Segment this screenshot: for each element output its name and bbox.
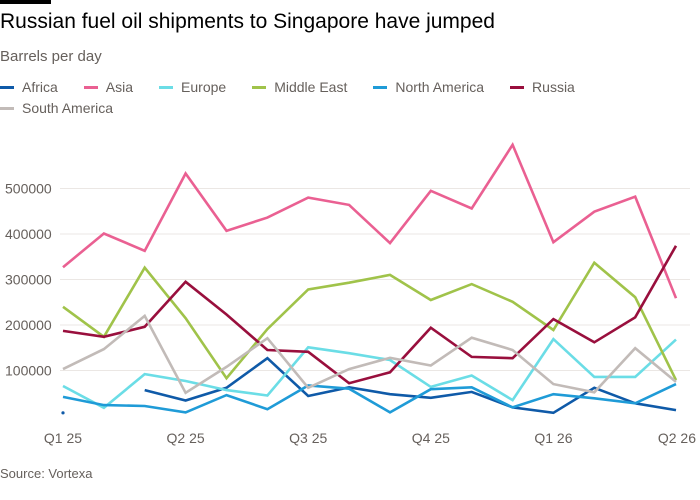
legend-swatch — [159, 85, 174, 89]
y-tick-label: 500000 — [5, 181, 52, 197]
legend-label: North America — [395, 79, 485, 95]
brand-bar — [0, 0, 51, 4]
y-tick-label: 200000 — [5, 317, 52, 333]
series-line-north-america — [62, 382, 677, 414]
series-line-africa — [144, 356, 677, 415]
series-line-middle-east — [62, 260, 678, 381]
legend-item-asia: Asia — [83, 78, 134, 96]
legend-label: Russia — [532, 79, 575, 95]
legend-item-europe: Europe — [159, 78, 226, 96]
legend: Africa Asia Europe Middle East North America… — [0, 78, 690, 117]
y-tick-label: 400000 — [5, 226, 52, 242]
series-line-asia — [62, 142, 678, 299]
legend-swatch — [0, 85, 14, 89]
legend-swatch — [0, 106, 14, 110]
legend-item-north-america: North America — [373, 78, 484, 96]
legend-label: South America — [22, 100, 114, 116]
x-tick-label: Q1 25 — [44, 430, 82, 446]
series-line-europe — [62, 337, 677, 410]
series-line-russia — [62, 245, 678, 385]
legend-swatch — [83, 85, 98, 89]
x-tick-label: Q2 25 — [167, 430, 205, 446]
legend-item-south-america: South America — [0, 99, 113, 117]
series-line-south-america — [62, 313, 677, 395]
legend-label: Asia — [105, 79, 134, 95]
chart-title: Russian fuel oil shipments to Singapore … — [0, 10, 495, 33]
legend-label: Africa — [22, 79, 58, 95]
legend-label: Middle East — [274, 79, 348, 95]
legend-swatch — [510, 85, 525, 89]
legend-label: Europe — [181, 79, 227, 95]
legend-item-russia: Russia — [510, 78, 575, 96]
legend-swatch — [373, 85, 388, 89]
chart-subtitle: Barrels per day — [0, 48, 102, 65]
y-tick-label: 300000 — [5, 272, 52, 288]
legend-swatch — [252, 85, 267, 89]
legend-item-middle-east: Middle East — [252, 78, 347, 96]
x-tick-label: Q2 26 — [658, 430, 696, 446]
series-point-africa — [61, 411, 65, 415]
x-tick-label: Q4 25 — [412, 430, 450, 446]
x-tick-label: Q1 26 — [534, 430, 572, 446]
legend-item-africa: Africa — [0, 78, 58, 96]
x-tick-label: Q3 25 — [289, 430, 327, 446]
y-tick-label: 100000 — [5, 363, 52, 379]
source-note: Source: Vortexa — [0, 466, 93, 481]
